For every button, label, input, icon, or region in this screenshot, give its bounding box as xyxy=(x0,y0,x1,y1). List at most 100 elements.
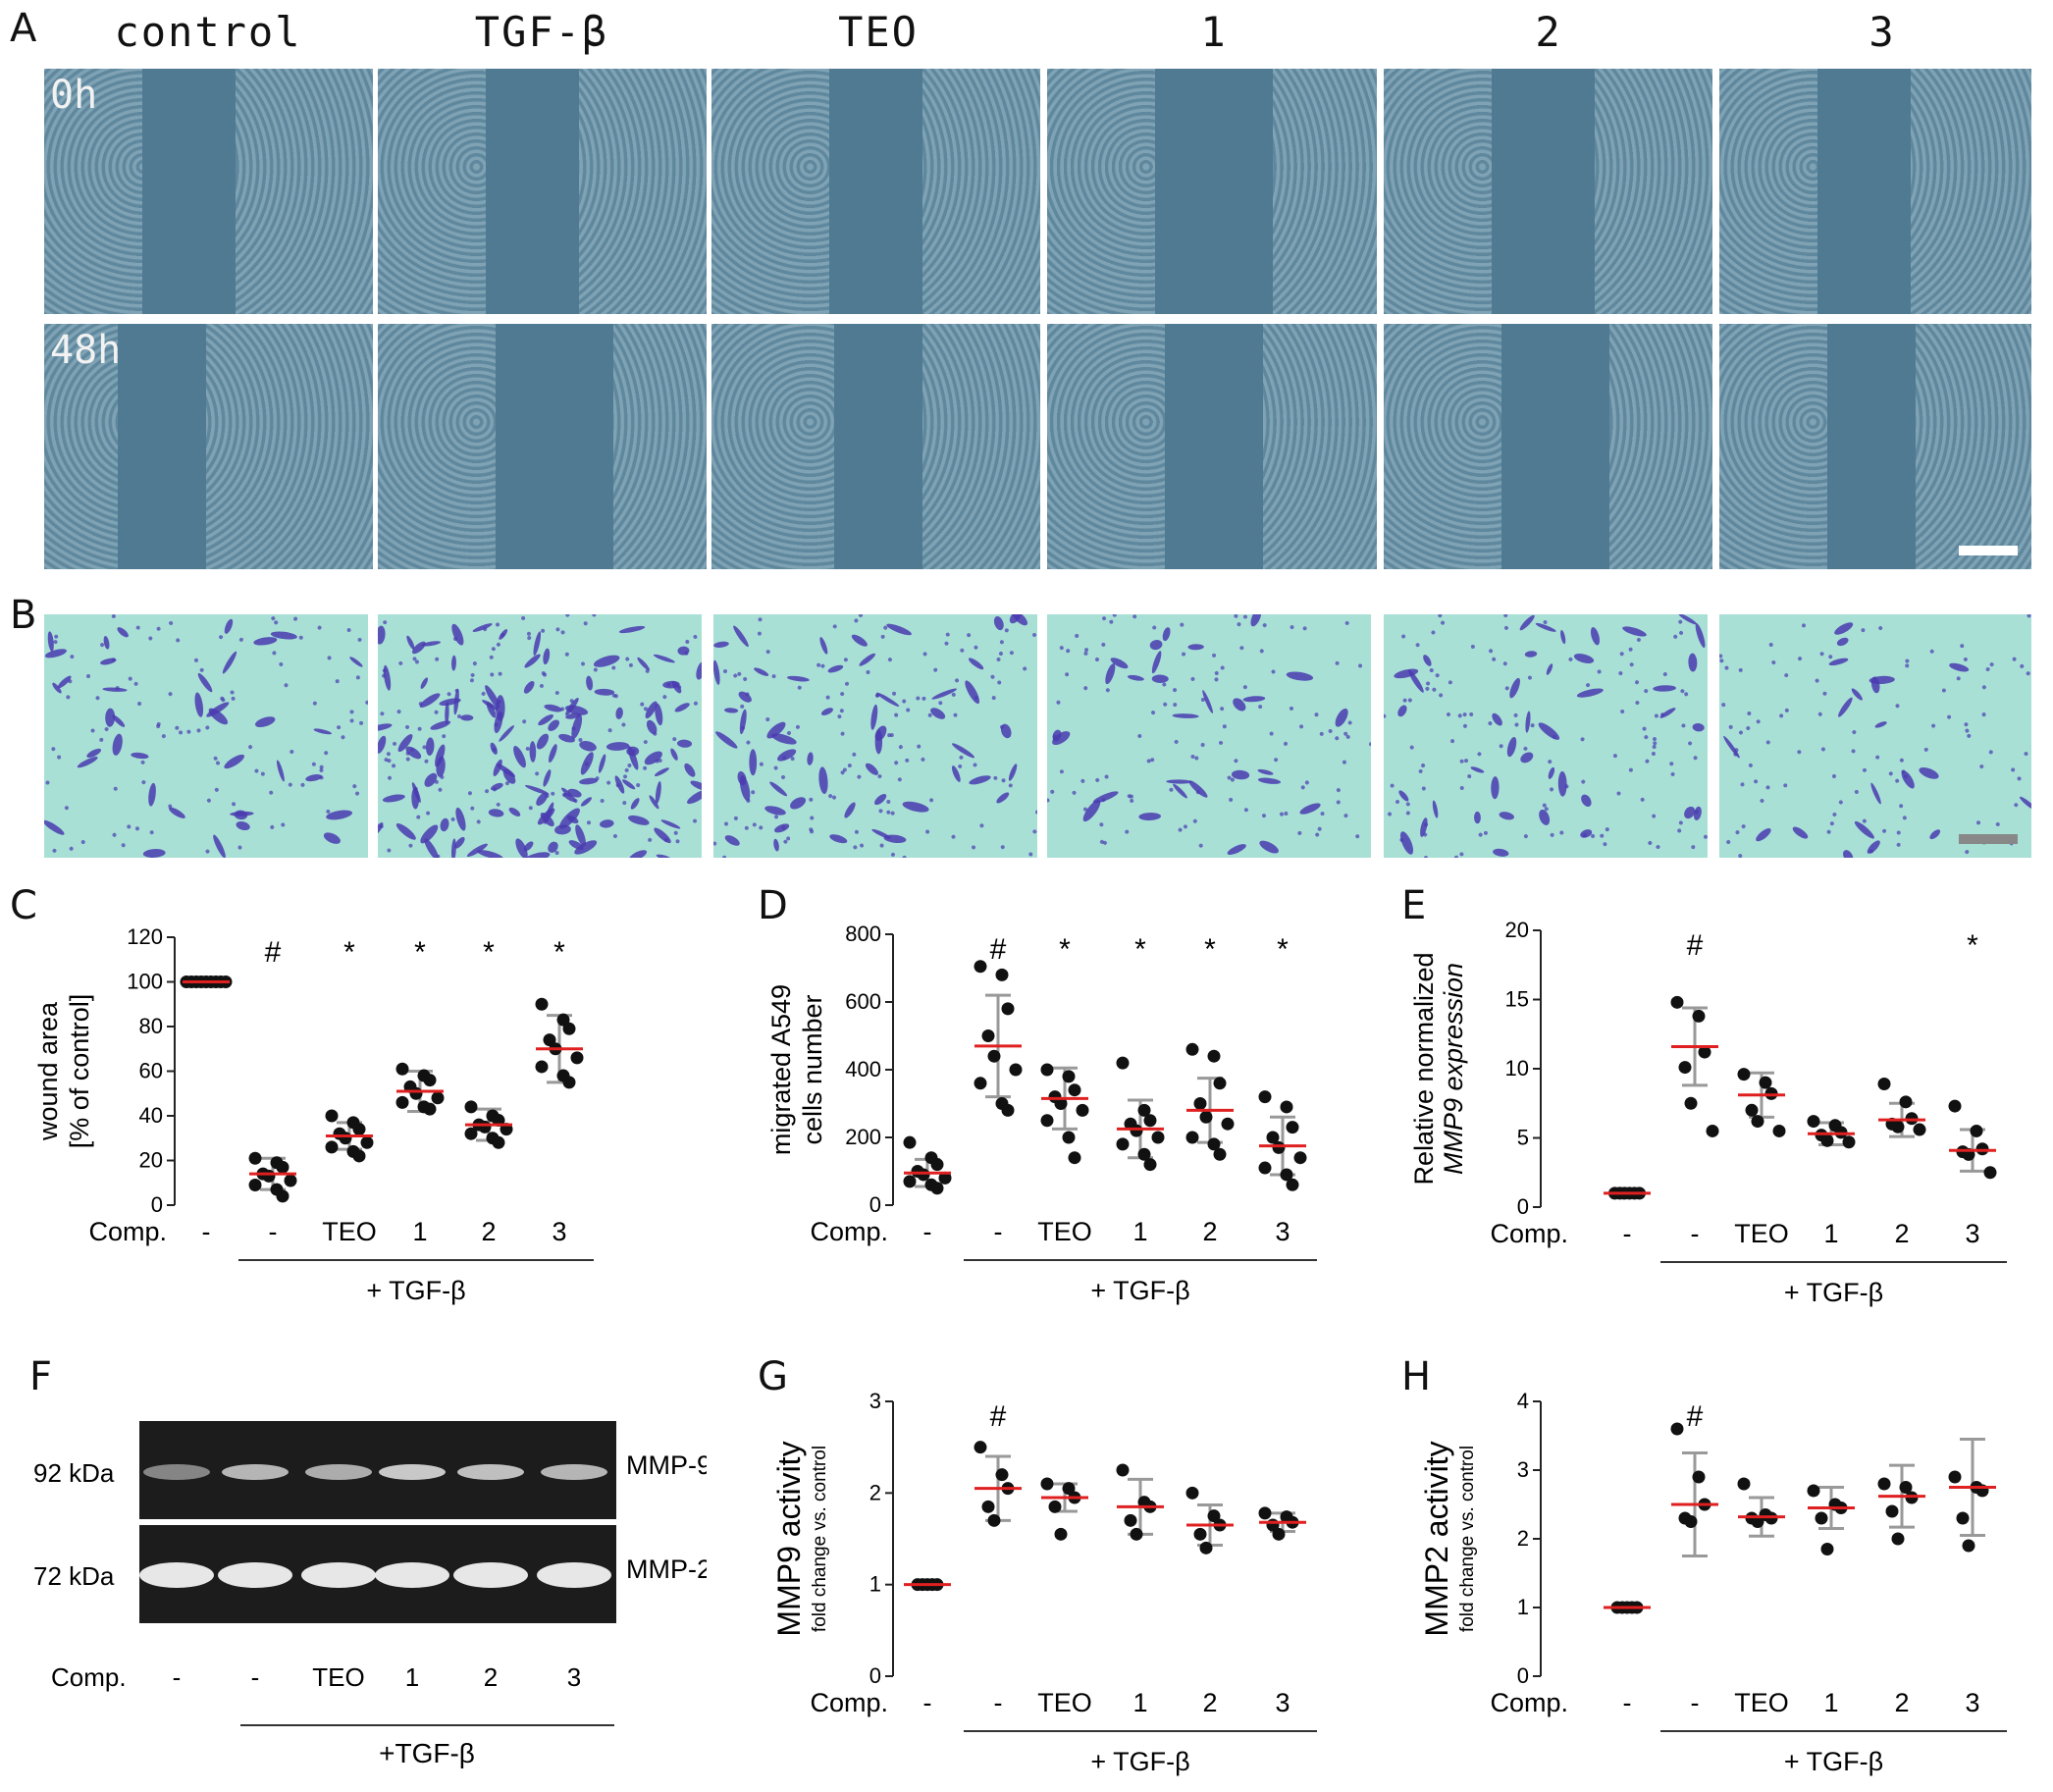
stained-cell xyxy=(644,751,662,765)
stained-cell xyxy=(1214,677,1219,682)
stained-cell xyxy=(395,822,416,840)
stained-cell xyxy=(1851,749,1856,754)
stained-cell xyxy=(319,767,324,772)
stained-cell xyxy=(127,824,132,829)
data-point xyxy=(1258,1090,1272,1104)
category-label: 2 xyxy=(481,1217,496,1246)
stained-cell xyxy=(1684,806,1696,819)
data-point xyxy=(1899,1481,1913,1494)
y-axis-label-line1: MMP2 activity xyxy=(1419,1441,1454,1636)
stained-cell xyxy=(1222,724,1227,729)
stained-cell xyxy=(738,691,752,703)
stained-cell xyxy=(1388,812,1393,817)
stained-cell xyxy=(787,675,810,682)
stained-cell xyxy=(1261,814,1266,818)
stained-cell xyxy=(305,774,323,782)
transwell-image-3 xyxy=(713,614,1037,858)
category-label: TEO xyxy=(1037,1688,1092,1717)
data-point xyxy=(395,1062,409,1076)
stained-cell xyxy=(1559,830,1564,835)
stained-cell xyxy=(1838,800,1843,805)
stained-cell xyxy=(646,719,658,735)
stained-cell xyxy=(1477,752,1482,757)
stained-cell xyxy=(1754,779,1759,784)
stained-cell xyxy=(456,713,461,718)
stained-cell xyxy=(611,693,616,698)
stained-cell xyxy=(290,749,294,754)
stained-cell xyxy=(1965,850,1970,855)
stained-cell xyxy=(405,724,410,729)
data-point xyxy=(325,1109,339,1123)
stained-cell xyxy=(424,759,429,764)
stained-cell xyxy=(1459,852,1464,857)
micrograph-0h-1: 0h xyxy=(44,69,373,314)
stained-cell xyxy=(1822,691,1827,696)
stained-cell xyxy=(974,645,978,650)
stained-cell xyxy=(654,767,669,776)
stained-cell xyxy=(1644,689,1649,694)
stained-cell xyxy=(1792,826,1809,839)
stained-cell xyxy=(972,845,976,850)
stained-cell xyxy=(543,648,551,665)
stained-cell xyxy=(535,771,540,776)
data-point xyxy=(360,1135,374,1149)
significance-marker: # xyxy=(990,933,1007,966)
stained-cell xyxy=(1009,651,1014,656)
stained-cell xyxy=(883,834,907,843)
stained-cell xyxy=(208,708,229,725)
stained-cell xyxy=(713,659,720,685)
data-point xyxy=(1272,1140,1286,1154)
stained-cell xyxy=(771,674,776,679)
stained-cell xyxy=(365,700,368,705)
category-label: 3 xyxy=(1275,1688,1290,1717)
data-point xyxy=(1956,1511,1970,1525)
stained-cell xyxy=(1784,708,1789,712)
stained-cell xyxy=(1834,622,1854,635)
data-point xyxy=(1286,1121,1299,1134)
stained-cell xyxy=(1688,653,1698,672)
stained-cell xyxy=(1286,671,1314,681)
stained-cell xyxy=(524,654,541,668)
stained-cell xyxy=(1409,745,1414,750)
stained-cell xyxy=(621,722,626,727)
chart-panel-h: 0 1 2 3 4 MMP2 activity fold change vs. contro… xyxy=(1419,1389,2007,1776)
stained-cell xyxy=(1817,712,1822,716)
stained-cell xyxy=(112,832,117,837)
stained-cell xyxy=(1862,818,1867,823)
band-mmp9-lane-5 xyxy=(457,1464,524,1480)
stained-cell xyxy=(148,782,156,807)
stained-cell xyxy=(889,733,894,738)
stained-cell xyxy=(960,648,965,653)
data-point xyxy=(464,1100,478,1114)
stained-cell xyxy=(384,758,389,763)
data-point xyxy=(974,960,987,974)
stained-cell xyxy=(1166,779,1193,784)
stained-cell xyxy=(744,825,749,830)
data-point xyxy=(1293,1151,1307,1165)
stained-cell xyxy=(300,782,305,787)
stained-cell xyxy=(1146,759,1151,764)
stained-cell xyxy=(866,670,870,675)
stained-cell xyxy=(500,633,505,638)
gel-lane-label: - xyxy=(173,1662,182,1692)
stained-cell xyxy=(655,781,661,805)
stained-cell xyxy=(52,848,57,853)
data-point xyxy=(535,997,549,1011)
stained-cell xyxy=(536,733,550,750)
stained-cell xyxy=(148,636,153,641)
stained-cell xyxy=(533,631,542,657)
scale-bar xyxy=(1959,546,2018,555)
stained-cell xyxy=(894,761,899,765)
stained-cell xyxy=(1797,750,1802,755)
stained-cell xyxy=(1600,833,1605,838)
stained-cell xyxy=(1514,722,1519,727)
y-tick-label: 4 xyxy=(1517,1389,1529,1413)
data-point xyxy=(1076,1103,1089,1117)
stained-cell xyxy=(232,802,237,807)
stained-cell xyxy=(715,731,738,749)
stained-cell xyxy=(1653,741,1658,746)
data-point xyxy=(1130,1124,1143,1137)
significance-marker: * xyxy=(483,936,495,969)
stained-cell xyxy=(1550,787,1554,792)
category-label: 2 xyxy=(1202,1217,1217,1246)
